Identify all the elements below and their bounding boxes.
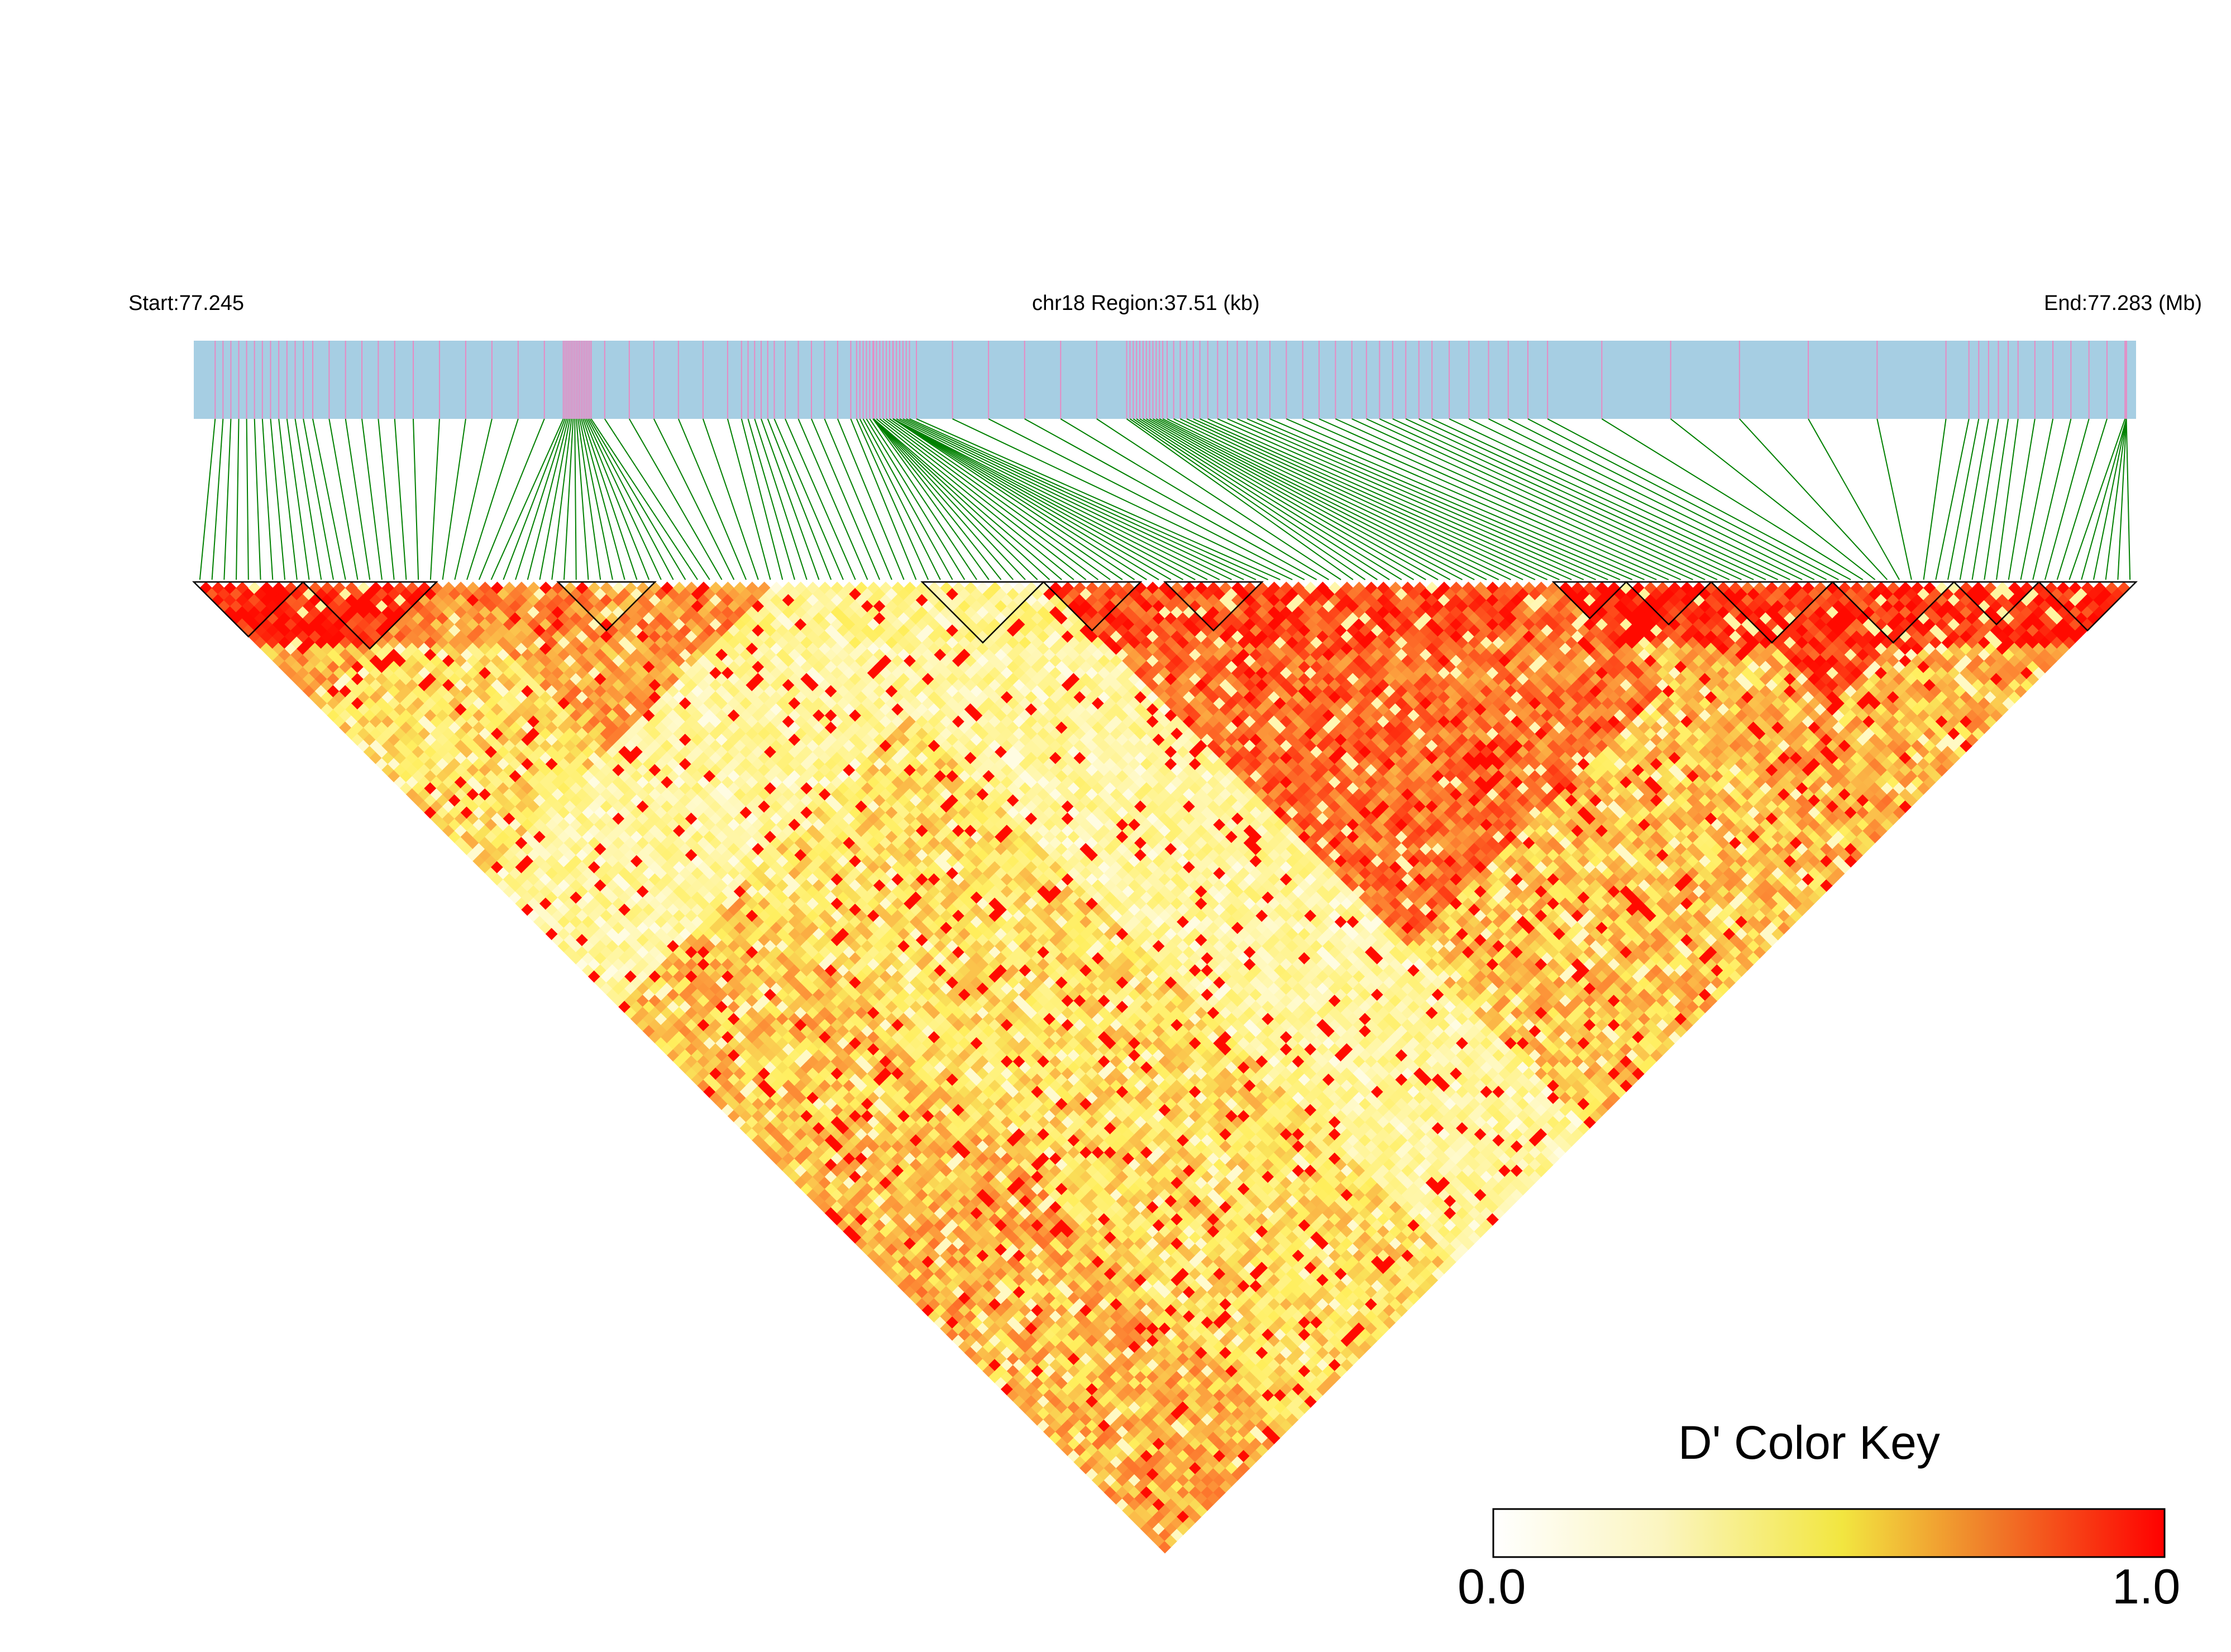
snp-connector (431, 419, 439, 580)
snp-connector-lines (200, 419, 2130, 580)
snp-connector (236, 419, 238, 580)
snp-connector (953, 419, 1293, 580)
snp-connector (873, 419, 1062, 580)
snp-connector (590, 419, 686, 580)
snp-connector (1984, 419, 2008, 580)
snp-connector (255, 419, 261, 580)
snp-connector (2069, 419, 2125, 580)
snp-connector (893, 419, 1183, 580)
snp-connector (748, 419, 795, 580)
snp-connector (200, 419, 215, 580)
snp-connector (629, 419, 722, 580)
snp-connector (1924, 419, 1946, 580)
snp-connector (2106, 419, 2127, 580)
snp-connector (1140, 419, 1402, 580)
snp-connector (703, 419, 758, 580)
snp-connector (988, 419, 1305, 580)
snp-connector (262, 419, 273, 580)
snp-connector (1159, 419, 1474, 580)
snp-connector (728, 419, 771, 580)
snp-connector (2009, 419, 2035, 580)
snp-connector (1156, 419, 1462, 580)
snp-connector (1379, 419, 1729, 580)
snp-connector (395, 419, 407, 580)
snp-connector (585, 419, 649, 580)
snp-connector (880, 419, 1086, 580)
snp-connector (1200, 419, 1560, 580)
snp-connector (785, 419, 856, 580)
snp-connector (575, 419, 576, 580)
snp-connector (1508, 419, 1827, 580)
snp-connector (1146, 419, 1426, 580)
snp-connector (910, 419, 1268, 580)
snp-connector (515, 419, 567, 580)
snp-connector (1303, 419, 1669, 580)
snp-connector (346, 419, 370, 580)
snp-connector (679, 419, 746, 580)
snp-connector (870, 419, 977, 580)
snp-connector (583, 419, 637, 580)
snp-connector (2127, 419, 2130, 580)
snp-connector (467, 419, 518, 580)
snp-connector (893, 419, 1171, 580)
track-background (194, 341, 2136, 419)
snp-connector (491, 419, 563, 580)
snp-connector (1247, 419, 1620, 580)
snp-connector (378, 419, 394, 580)
snp-connector (455, 419, 492, 580)
snp-connector (224, 419, 231, 580)
snp-position-track (194, 341, 2136, 419)
snp-connector (1060, 419, 1329, 580)
snp-connector (893, 419, 1159, 580)
snp-connector (362, 419, 382, 580)
snp-connector (1972, 419, 1999, 580)
snp-connector (443, 419, 466, 580)
snp-connector (279, 419, 297, 580)
snp-connector (247, 419, 249, 580)
snp-connector (1877, 419, 1912, 580)
snp-connector (1602, 419, 1863, 580)
snp-connector (581, 419, 625, 580)
snp-connector (2094, 419, 2127, 580)
snp-connector (576, 419, 588, 580)
snp-connector (270, 419, 285, 580)
ld-heatmap-cells (199, 581, 2130, 1553)
snp-connector (2020, 419, 2053, 580)
snp-connector (761, 419, 819, 580)
snp-connector (212, 419, 223, 580)
snp-connector (287, 419, 309, 580)
snp-connector (1740, 419, 1888, 580)
snp-connector (906, 419, 1256, 580)
snp-connector (329, 419, 357, 580)
snp-connector (1167, 419, 1499, 580)
snp-connector (1996, 419, 2018, 580)
snp-connector (1528, 419, 1838, 580)
snp-connector (1193, 419, 1547, 580)
snp-connector (1469, 419, 1802, 580)
snp-connector (1808, 419, 1899, 580)
snp-connector (886, 419, 1110, 580)
snp-connector (413, 419, 418, 580)
snp-connector (1163, 419, 1487, 580)
snp-connector (588, 419, 673, 580)
